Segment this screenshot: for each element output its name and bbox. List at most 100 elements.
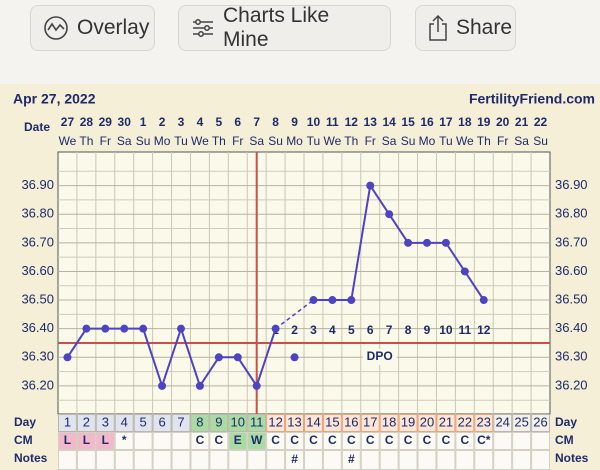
row-label: Date [24,120,50,134]
day-number: 21 [439,414,453,429]
y-tick-label: 36.70 [555,234,588,249]
cm-cell [322,432,342,450]
weekday-label: Su [268,134,283,148]
date-label: 6 [234,115,241,129]
cm-cell [209,432,229,450]
weekday-label: Tu [307,134,321,148]
dpo-number: 11 [459,323,472,337]
date-label: 19 [477,115,491,129]
day-cell [95,414,115,432]
cm-value: C [385,433,394,447]
row-label: CM [14,433,33,447]
dpo-label: DPO [367,349,393,363]
cm-value: * [122,433,127,447]
day-number: 22 [458,414,472,429]
cm-cell [285,432,305,450]
y-tick-label: 36.90 [21,177,54,192]
weekday-label: Mo [154,134,171,148]
date-label: 4 [197,115,204,129]
date-label: 22 [534,115,548,129]
day-number: 20 [420,414,434,429]
temp-point [82,324,91,333]
day-cell [228,414,248,432]
cm-value: C* [477,433,491,447]
date-label: 14 [382,115,396,129]
notes-cell [58,450,77,470]
temp-point [195,381,204,390]
date-label: 1 [140,115,147,129]
day-cell [379,414,399,432]
day-number: 4 [121,414,128,429]
weekday-label: Sa [514,134,529,148]
temp-point [120,324,129,333]
row-label: CM [555,433,574,447]
cm-value: C [366,433,375,447]
cm-cell [228,432,248,450]
day-cell [171,414,191,432]
day-number: 19 [401,414,415,429]
day-number: 2 [83,414,90,429]
share-icon [429,14,447,41]
charts-like-mine-button[interactable]: Charts Like Mine [178,4,391,51]
day-cell [114,414,134,432]
date-label: 27 [61,115,75,129]
day-cell [247,414,267,432]
cm-cell [379,432,399,450]
weekday-label: Sa [382,134,397,148]
day-cell [341,414,361,432]
weekday-label: Th [344,134,358,148]
cm-value: L [102,433,109,447]
notes-cell [133,450,153,470]
cm-cell [190,432,210,450]
cm-cell [247,432,267,450]
cm-cell [531,432,550,450]
site-name: FertilityFriend.com [469,91,595,107]
share-button[interactable]: Share [415,5,516,51]
notes-cell [360,450,380,470]
notes-cell [304,450,323,470]
day-cell [304,414,323,432]
dpo-number: 8 [405,323,412,337]
row-label: Notes [555,451,589,465]
y-tick-label: 36.80 [21,206,54,221]
row-label: Day [14,415,36,429]
temp-point [423,238,431,247]
note-value: # [348,452,355,466]
cm-cell [474,432,494,450]
temp-line-dashed [275,299,314,330]
date-label: 21 [515,115,529,129]
cm-value: E [234,433,242,447]
notes-cell [114,450,134,470]
date-label: 28 [80,115,94,129]
date-label: 11 [326,115,339,129]
cm-cell [95,432,115,450]
cm-cell [304,432,323,450]
y-tick-label: 36.90 [555,177,588,192]
overlay-button[interactable]: Overlay [30,5,155,51]
cm-cell [436,432,456,450]
notes-cell [322,450,342,470]
weekday-label: Su [533,134,548,148]
cm-cell [398,432,418,450]
weekday-label: Mo [419,134,436,148]
weekday-label: Mo [286,134,303,148]
notes-cell [190,450,210,470]
day-cell [209,414,229,432]
sliders-icon [193,19,213,37]
day-cell [285,414,305,432]
cm-cell [171,432,191,450]
cm-value: C [196,433,205,447]
weekday-label: Su [401,134,416,148]
day-number: 3 [102,414,109,429]
dpo-label-bg [362,349,397,365]
date-label: 29 [99,115,113,129]
date-label: 2 [159,115,166,129]
day-number: 15 [325,414,339,429]
notes-cell [209,450,229,470]
cm-cell [266,432,286,450]
date-label: 18 [458,115,472,129]
cm-value: C [271,433,280,447]
dpo-number: 9 [424,323,431,337]
day-cell [266,414,286,432]
cm-value: C [215,433,224,447]
